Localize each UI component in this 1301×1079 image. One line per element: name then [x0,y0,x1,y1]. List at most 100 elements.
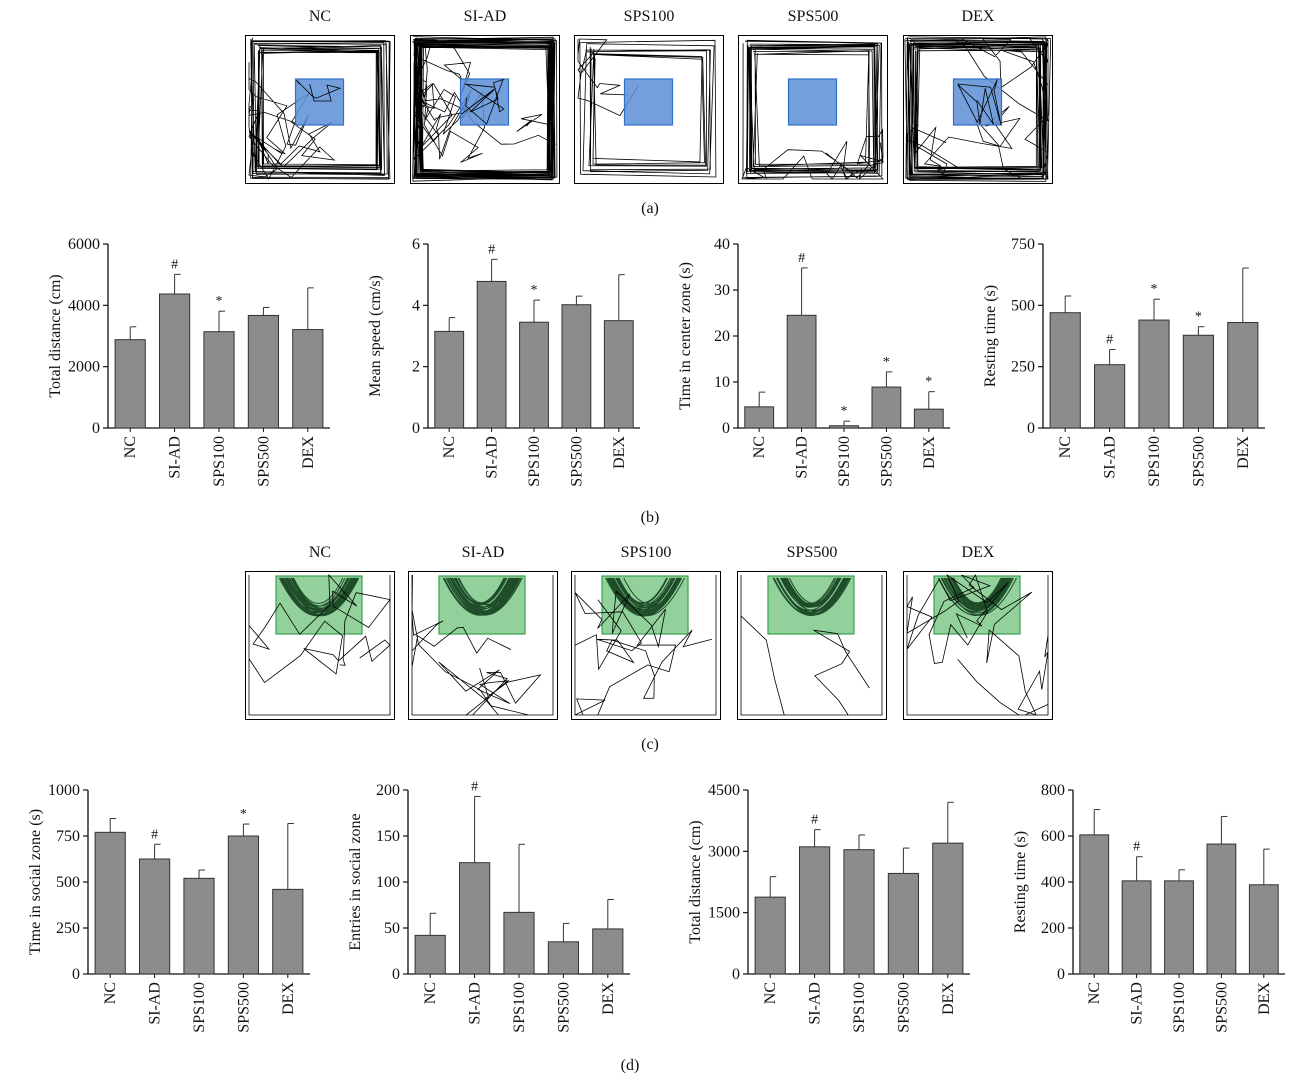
y-tick-label: 0 [72,966,80,983]
significance-mark: * [883,355,890,370]
bar [1094,364,1126,429]
trajectory-path-zone [957,79,1002,125]
x-tick-label: NC [422,982,439,1004]
y-tick-label: 4500 [708,782,740,799]
bar [519,321,549,429]
y-axis-label: Time in center zone (s) [677,262,694,410]
y-tick-label: 500 [56,874,80,891]
chart-svg: 0 1500 3000 4500 Total distance (cm) NC # SI-AD… [687,782,970,1033]
y-tick-label: 600 [1041,828,1065,845]
y-tick-label: 1500 [708,905,740,922]
x-tick-label: SPS500 [878,436,895,487]
track-title-a-3: SPS100 [623,8,675,25]
x-tick-label: DEX [1256,982,1273,1015]
x-tick-label: SPS500 [895,982,912,1033]
open-field-track-dex [903,35,1053,184]
x-tick-label: NC [441,436,458,458]
y-axis-label: Resting time (s) [982,285,999,387]
trajectory-path [904,36,1051,182]
x-tick-label: NC [751,436,768,458]
x-tick-label: SI-AD [147,982,164,1025]
y-tick-label: 200 [376,782,400,799]
y-axis-label: Resting time (s) [1012,831,1029,933]
center-zone [952,78,1003,126]
social-track-nc [245,571,395,720]
bar [414,934,446,975]
social-track-sps100 [571,571,721,720]
significance-mark: # [151,827,158,842]
x-tick-label: DEX [611,436,628,469]
chart-svg: 0 2 4 6 Mean speed (cm/s) NC # SI-AD * SPS100 SPS5… [367,236,640,487]
y-tick-label: 0 [1027,420,1035,437]
bar [603,320,634,429]
y-tick-label: 0 [392,966,400,983]
significance-mark: # [1133,840,1140,855]
y-tick-label: 4 [412,297,420,314]
bar [1138,319,1170,429]
significance-mark: # [798,251,805,266]
significance-mark: * [1195,310,1202,325]
bar [744,406,775,429]
y-axis-label: Time in social zone (s) [27,809,44,955]
y-tick-label: 200 [1041,920,1065,937]
x-tick-label: NC [762,982,779,1004]
bar-chart-time-center-zone: 0 10 20 30 40 Time in center zone (s) NC # SI-AD… [650,232,960,502]
x-tick-label: SPS100 [526,436,543,487]
significance-mark: # [811,813,818,828]
x-tick-label: SI-AD [467,982,484,1025]
bar-chart-total-distance-open: 0 2000 4000 6000 Total distance (cm) NC # SI-AD… [20,232,340,502]
x-tick-label: SI-AD [1129,982,1146,1025]
y-tick-label: 2000 [68,359,100,376]
bar [292,329,324,429]
bar [799,846,831,975]
y-tick-label: 0 [92,420,100,437]
significance-mark: * [925,375,932,390]
chart-svg: 0 200 400 600 800 Resting time (s) NC # SI-AD SPS… [1012,782,1285,1033]
trajectory-path [574,575,717,716]
bar-chart-mean-speed: 0 2 4 6 Mean speed (cm/s) NC # SI-AD * SPS100 SPS5… [340,232,650,502]
bar [459,862,491,975]
chart-svg: 0 2000 4000 6000 Total distance (cm) NC # SI-AD… [47,236,330,487]
x-tick-label: SI-AD [807,982,824,1025]
social-arc-path [937,577,1017,616]
bar [114,339,146,429]
y-tick-label: 50 [384,920,400,937]
bar [754,896,786,975]
trajectory-path [740,575,883,716]
bar-chart-resting-time-social: 0 200 400 600 800 Resting time (s) NC # SI-AD SPS… [985,778,1295,1048]
track-title-a-4: SPS500 [787,8,839,25]
x-tick-label: SPS100 [191,982,208,1033]
trajectory-path [248,37,391,180]
bar [887,872,919,975]
y-tick-label: 10 [714,374,730,391]
bar [94,831,126,975]
x-tick-label: SPS500 [255,436,272,487]
significance-mark: # [471,779,478,794]
y-tick-label: 0 [1057,966,1065,983]
bar [272,888,304,975]
open-field-track-sps500 [738,35,888,184]
bar [786,314,817,429]
significance-mark: # [1106,332,1113,347]
y-tick-label: 3000 [708,843,740,860]
x-tick-label: DEX [940,982,957,1015]
track-title-c-5: DEX [961,544,995,561]
social-track-dex [903,571,1053,720]
y-tick-label: 6000 [68,236,100,253]
x-tick-label: DEX [300,436,317,469]
track-title-c-2: SI-AD [461,544,505,561]
x-tick-label: SPS500 [555,982,572,1033]
track-title-c-3: SPS100 [620,544,672,561]
bar [434,330,465,429]
bar [871,386,902,429]
chart-svg: 0 250 500 750 Resting time (s) NC # SI-AD * SPS10… [982,236,1265,487]
bar-chart-entries-social-zone: 0 50 100 150 200 Entries in social zone NC # SI-… [320,778,640,1048]
bar [1227,322,1259,429]
track-title-a-5: DEX [961,8,995,25]
x-tick-label: NC [122,436,139,458]
x-tick-label: DEX [600,982,617,1015]
x-tick-label: SPS500 [568,436,585,487]
y-tick-label: 1000 [48,782,80,799]
x-tick-label: SPS100 [511,982,528,1033]
